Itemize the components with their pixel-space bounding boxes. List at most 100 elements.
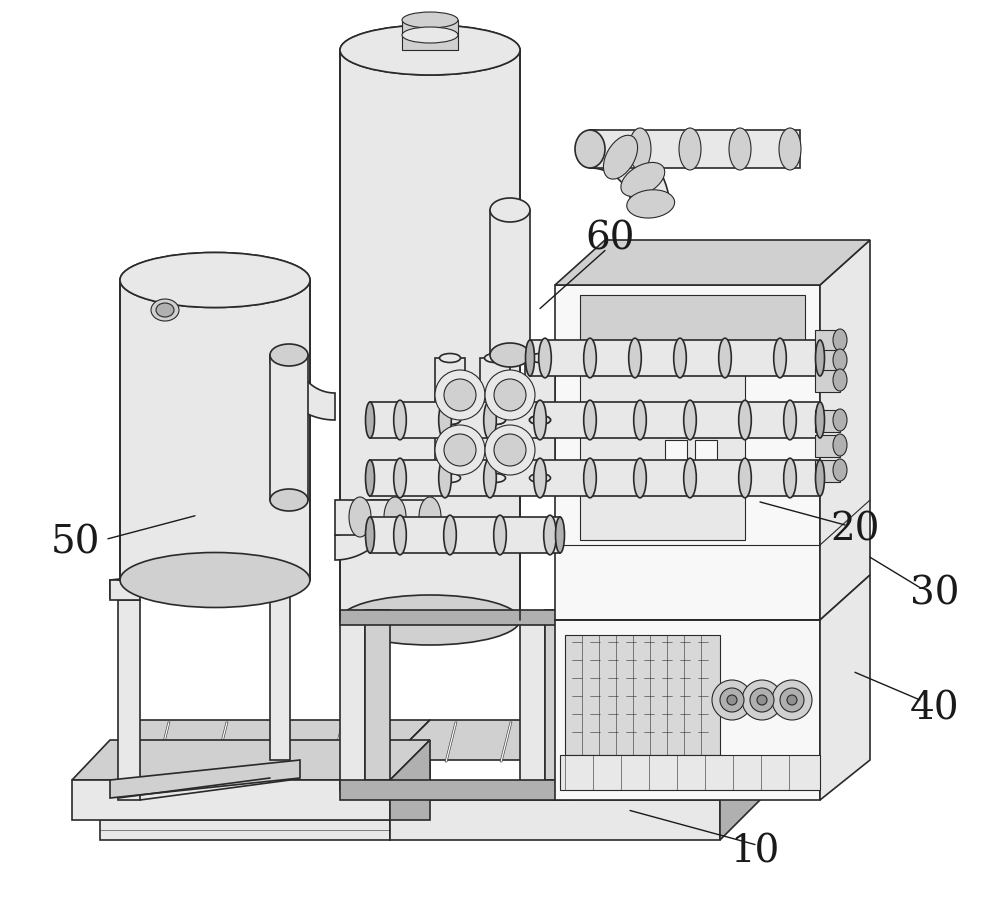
Ellipse shape (584, 338, 596, 378)
Text: 30: 30 (910, 576, 960, 612)
Polygon shape (590, 130, 670, 210)
Polygon shape (270, 355, 335, 420)
Ellipse shape (530, 473, 550, 483)
Polygon shape (520, 620, 545, 790)
Ellipse shape (366, 402, 374, 438)
Polygon shape (340, 780, 570, 800)
Polygon shape (530, 340, 820, 376)
Polygon shape (435, 358, 465, 420)
Ellipse shape (757, 695, 767, 705)
Ellipse shape (440, 354, 460, 363)
Polygon shape (445, 722, 457, 762)
Polygon shape (332, 722, 344, 762)
Polygon shape (274, 722, 286, 762)
Ellipse shape (621, 162, 665, 196)
Ellipse shape (720, 688, 744, 712)
Polygon shape (402, 20, 458, 50)
Ellipse shape (402, 27, 458, 43)
Ellipse shape (270, 489, 308, 511)
Ellipse shape (816, 340, 824, 376)
Ellipse shape (816, 402, 824, 438)
Ellipse shape (435, 370, 485, 420)
Polygon shape (525, 358, 555, 420)
Polygon shape (820, 240, 870, 620)
Bar (580, 295, 805, 355)
Polygon shape (525, 420, 555, 478)
Polygon shape (270, 560, 290, 760)
Ellipse shape (534, 459, 546, 497)
Ellipse shape (530, 354, 550, 363)
Ellipse shape (629, 128, 651, 170)
Ellipse shape (444, 379, 476, 411)
Ellipse shape (739, 401, 751, 440)
Ellipse shape (742, 680, 782, 720)
Polygon shape (110, 580, 140, 600)
Ellipse shape (484, 401, 496, 440)
Ellipse shape (784, 401, 796, 440)
Ellipse shape (366, 517, 374, 553)
Polygon shape (72, 740, 430, 780)
Polygon shape (118, 600, 140, 800)
Ellipse shape (784, 459, 796, 497)
Polygon shape (340, 50, 520, 620)
Ellipse shape (366, 460, 374, 496)
Ellipse shape (530, 415, 550, 425)
Ellipse shape (816, 460, 824, 496)
Ellipse shape (402, 12, 458, 28)
Polygon shape (390, 720, 760, 760)
Polygon shape (370, 402, 820, 438)
Ellipse shape (603, 135, 638, 179)
Text: 10: 10 (730, 834, 780, 870)
Ellipse shape (534, 401, 546, 440)
Polygon shape (100, 720, 430, 760)
Ellipse shape (634, 459, 646, 497)
Ellipse shape (539, 338, 551, 378)
Polygon shape (216, 722, 228, 762)
Ellipse shape (494, 379, 526, 411)
Bar (560, 755, 820, 790)
Polygon shape (365, 610, 390, 780)
Ellipse shape (494, 515, 506, 554)
Polygon shape (390, 740, 430, 820)
Ellipse shape (833, 349, 847, 371)
Text: 40: 40 (910, 691, 960, 728)
Ellipse shape (120, 553, 310, 608)
Ellipse shape (485, 425, 535, 475)
Ellipse shape (484, 415, 506, 425)
Polygon shape (158, 722, 170, 762)
Ellipse shape (584, 401, 596, 440)
Ellipse shape (439, 401, 451, 440)
Ellipse shape (575, 130, 605, 168)
Polygon shape (545, 610, 570, 780)
Ellipse shape (120, 252, 310, 308)
Polygon shape (555, 240, 870, 285)
Ellipse shape (684, 401, 696, 440)
Bar (815, 410, 840, 432)
Ellipse shape (490, 198, 530, 222)
Ellipse shape (444, 515, 456, 554)
Ellipse shape (526, 340, 534, 376)
Ellipse shape (440, 415, 460, 425)
Polygon shape (720, 720, 760, 840)
Polygon shape (370, 460, 820, 496)
Ellipse shape (439, 459, 451, 497)
Ellipse shape (490, 343, 530, 367)
Polygon shape (555, 620, 820, 800)
Ellipse shape (349, 497, 371, 537)
Ellipse shape (779, 128, 801, 170)
Ellipse shape (435, 425, 485, 475)
Ellipse shape (440, 473, 460, 483)
Ellipse shape (394, 515, 406, 554)
Text: 60: 60 (585, 221, 635, 258)
Ellipse shape (151, 299, 179, 321)
Ellipse shape (634, 401, 646, 440)
Ellipse shape (444, 434, 476, 466)
Polygon shape (820, 575, 870, 800)
Polygon shape (370, 517, 560, 553)
Ellipse shape (419, 497, 441, 537)
Polygon shape (480, 420, 510, 478)
Polygon shape (490, 210, 530, 355)
Ellipse shape (340, 25, 520, 75)
Ellipse shape (739, 459, 751, 497)
Ellipse shape (727, 695, 737, 705)
